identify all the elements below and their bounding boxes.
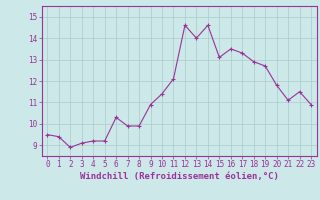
X-axis label: Windchill (Refroidissement éolien,°C): Windchill (Refroidissement éolien,°C): [80, 172, 279, 181]
